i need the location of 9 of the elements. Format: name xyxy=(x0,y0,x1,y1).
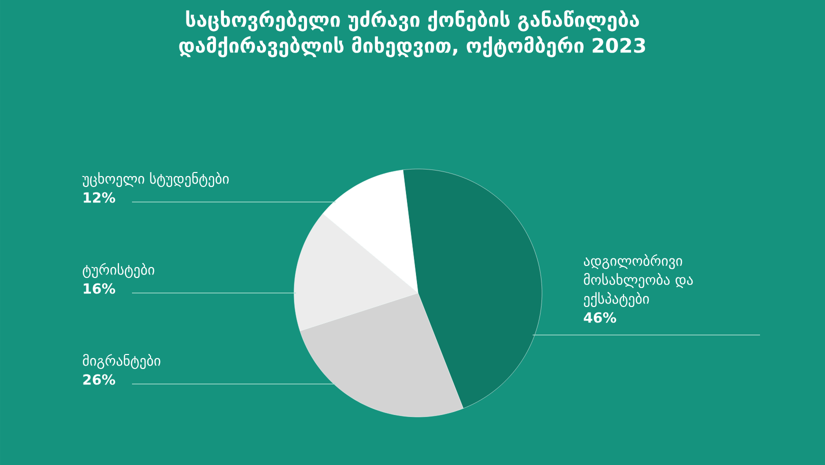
data-label: 16% xyxy=(84,283,116,294)
data-label: 46% xyxy=(584,312,616,323)
chart-title: საცხოვრებელი უძრავი ქონების განაწილება დამქირავებლის მიხედვით, ოქტომბერი 2023 xyxy=(179,10,646,58)
slice-label: უცხოელი სტუდენტები xyxy=(82,172,229,187)
slice-label: ადგილობრივი მოსახლეობა და ექსპატები xyxy=(584,254,693,307)
slice-label: მიგრანტები xyxy=(82,354,160,369)
data-label: 26% xyxy=(83,374,116,385)
slice-label: ტურისტები xyxy=(82,262,154,278)
data-label: 12% xyxy=(84,192,116,203)
